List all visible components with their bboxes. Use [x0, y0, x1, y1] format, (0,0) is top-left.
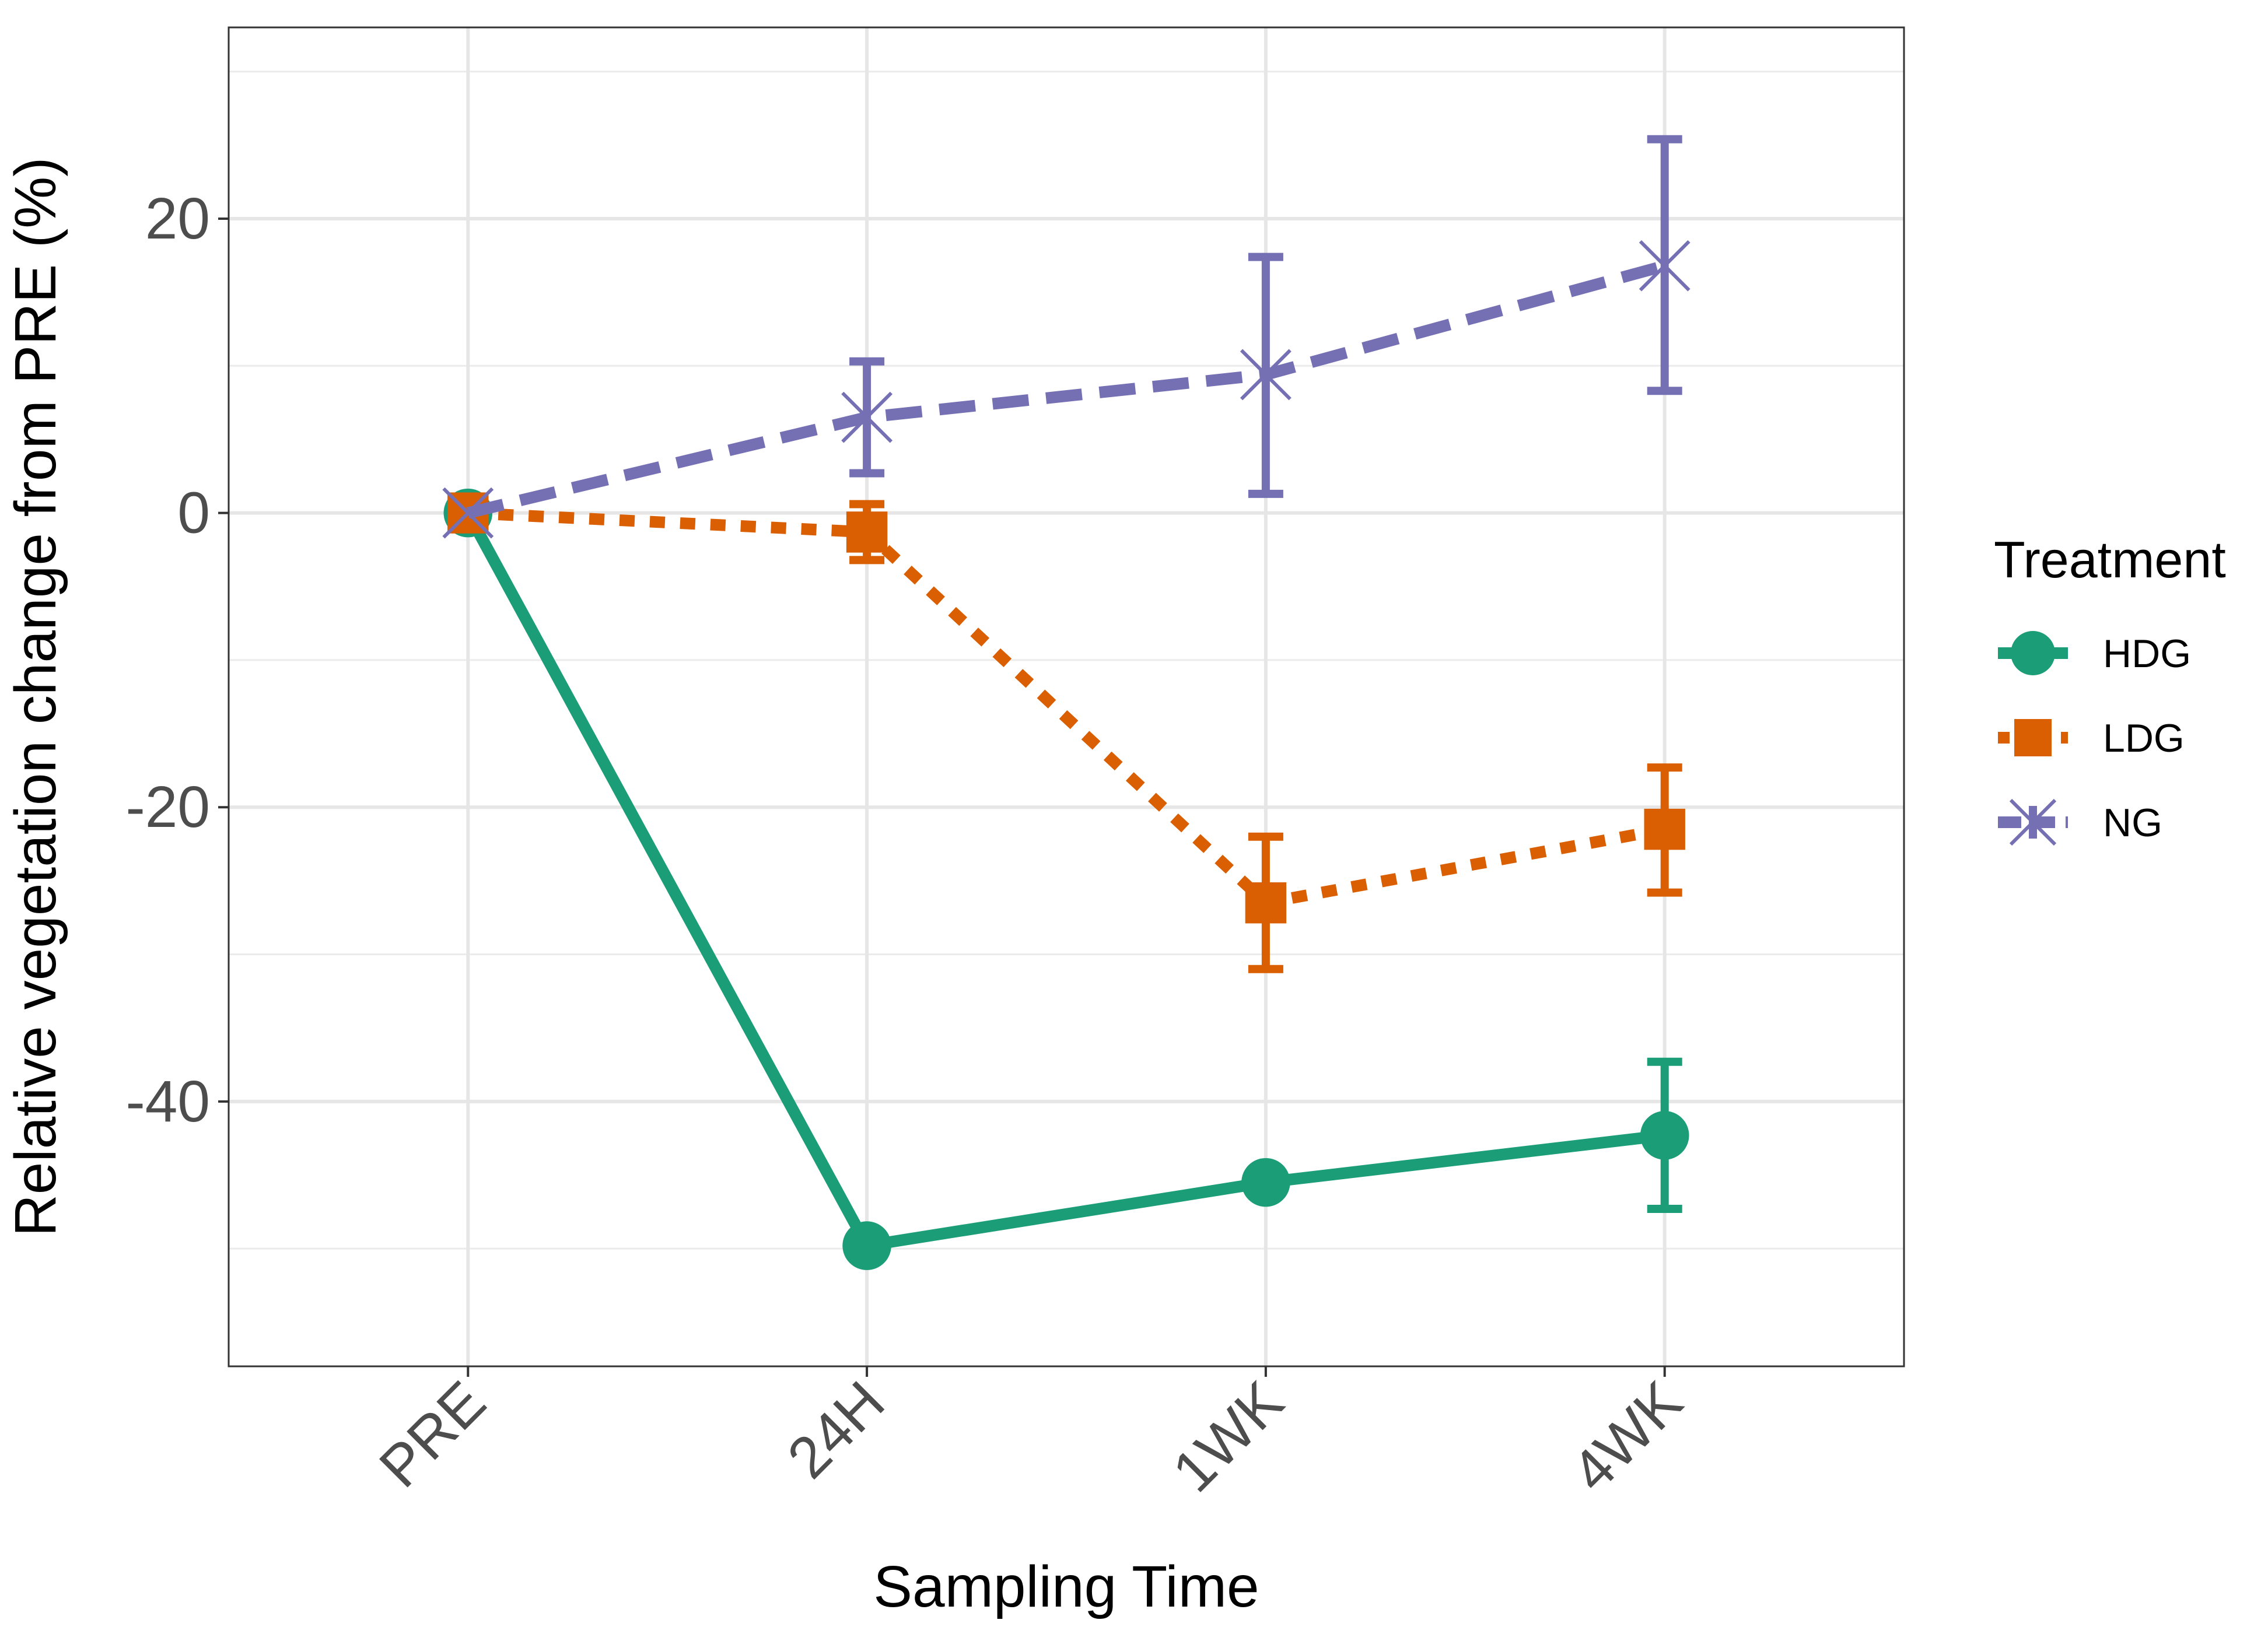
legend-item-hdg: HDG	[1998, 631, 2191, 676]
marker-point	[2011, 631, 2055, 675]
grid-minor	[229, 71, 1904, 1250]
y-axis: -40 -20 0 20	[125, 186, 229, 1134]
legend-label: LDG	[2103, 716, 2185, 760]
marker-point	[846, 511, 888, 553]
marker-stroke	[1240, 349, 1292, 401]
series-layer	[442, 135, 1690, 1270]
panel-border	[228, 26, 1905, 1367]
series-ng	[442, 135, 1690, 539]
marker-stroke	[841, 391, 893, 443]
legend-title: Treatment	[1994, 531, 2226, 588]
legend-label: HDG	[2103, 632, 2191, 676]
marker-stroke	[442, 487, 494, 539]
marker-point	[1240, 349, 1292, 401]
marker-point	[2009, 798, 2057, 846]
y-tick-label: -20	[125, 774, 210, 840]
series-line	[467, 507, 1666, 909]
y-tick-label: 20	[145, 186, 210, 251]
marker-stroke	[1639, 240, 1690, 292]
marker-point	[1639, 240, 1690, 292]
legend-item-ldg: LDG	[1998, 716, 2185, 760]
marker-point	[442, 487, 494, 539]
marker-point	[2014, 719, 2052, 756]
legend: Treatment HDG LDG NG	[1994, 531, 2226, 846]
series-line	[463, 510, 1665, 1252]
x-axis-title: Sampling Time	[873, 1554, 1259, 1619]
y-tick-label: 0	[177, 481, 210, 546]
legend-item-ng: NG	[1998, 798, 2162, 846]
marker-point	[1241, 1158, 1290, 1207]
marker-point	[841, 391, 893, 443]
marker-point	[1644, 808, 1685, 850]
marker-point	[1640, 1111, 1689, 1160]
marker-point	[1245, 882, 1287, 924]
y-axis-title: Relative vegetation change from PRE (%)	[3, 157, 68, 1237]
series-ldg	[447, 492, 1685, 973]
marker-point	[842, 1221, 891, 1270]
marker-stroke	[2009, 798, 2057, 846]
series-line	[466, 260, 1667, 519]
y-tick-label: -40	[125, 1069, 210, 1134]
legend-label: NG	[2103, 801, 2162, 845]
